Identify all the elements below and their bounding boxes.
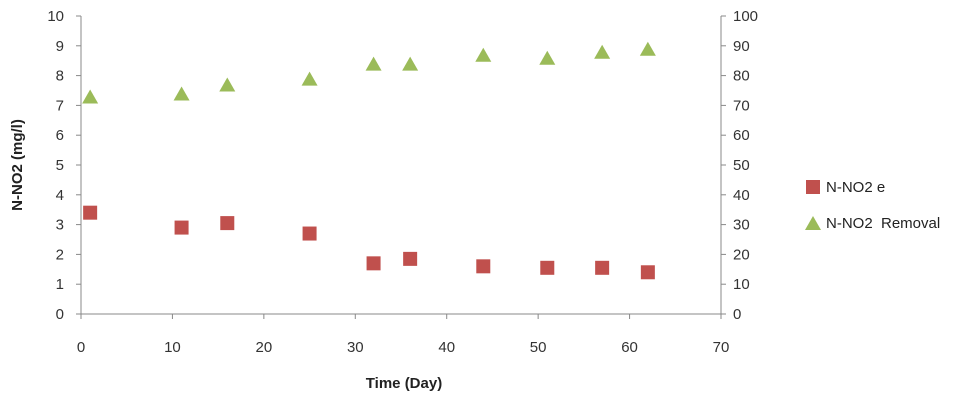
x-tick-label: 30	[347, 339, 364, 356]
n-no2-e-point	[595, 260, 610, 275]
n-no2-removal-point	[301, 71, 318, 86]
y-tick-label: 7	[56, 97, 64, 114]
y-tick-label: 10	[47, 8, 64, 25]
legend-label: N-NO2 Removal	[826, 215, 940, 232]
n-no2-removal-point	[402, 56, 419, 71]
y2-tick-label: 50	[733, 157, 750, 174]
y-axis-title: N-NO2 (mg/l)	[9, 119, 26, 211]
n-no2-removal-point	[475, 47, 492, 62]
y2-tick-label: 100	[733, 8, 758, 25]
n-no2-e-point	[220, 216, 235, 231]
x-tick-label: 10	[164, 339, 181, 356]
x-tick-label: 20	[256, 339, 273, 356]
n-no2-removal-point	[539, 50, 556, 65]
x-tick-label: 40	[438, 339, 455, 356]
x-tick-label: 50	[530, 339, 547, 356]
x-tick-label: 70	[713, 339, 730, 356]
y-tick-label: 6	[56, 127, 64, 144]
y2-tick-label: 30	[733, 217, 750, 234]
n-no2-removal-point	[365, 56, 382, 71]
y2-tick-label: 20	[733, 246, 750, 263]
x-axis-title: Time (Day)	[366, 375, 442, 392]
n-no2-e-point	[640, 265, 655, 280]
axes	[80, 16, 722, 315]
y-tick-label: 0	[56, 306, 64, 323]
n-no2-removal-point	[639, 41, 656, 56]
x-tick-label: 0	[77, 339, 85, 356]
y2-tick-label: 10	[733, 276, 750, 293]
n-no2-removal-point	[82, 89, 99, 104]
data-marks	[82, 41, 656, 280]
n-no2-e-point	[302, 226, 317, 241]
legend-label: N-NO2 e	[826, 179, 885, 196]
y-tick-label: 5	[56, 157, 64, 174]
n-no2-e-point	[83, 205, 98, 220]
y-tick-label: 8	[56, 68, 64, 85]
y2-tick-label: 40	[733, 187, 750, 204]
y2-tick-label: 0	[733, 306, 741, 323]
y-tick-label: 3	[56, 217, 64, 234]
legend: N-NO2 e N-NO2 Removal	[805, 179, 940, 232]
y-tick-label: 9	[56, 38, 64, 55]
n-no2-e-point	[403, 251, 418, 266]
n-no2-removal-point	[173, 86, 190, 101]
n-no2-e-point	[366, 256, 381, 271]
legend-square-marker	[806, 180, 820, 194]
y2-tick-label: 80	[733, 68, 750, 85]
n-no2-e-point	[174, 220, 189, 235]
y2-tick-label: 90	[733, 38, 750, 55]
n-no2-removal-point	[594, 44, 611, 59]
x-tick-label: 60	[621, 339, 638, 356]
y-tick-label: 1	[56, 276, 64, 293]
y-tick-label: 2	[56, 246, 64, 263]
y-tick-label: 4	[56, 187, 64, 204]
y2-tick-label: 70	[733, 97, 750, 114]
n-no2-e-point	[540, 260, 555, 275]
n-no2-removal-point	[219, 77, 236, 92]
n-no2-e-point	[476, 259, 491, 274]
legend-triangle-marker	[805, 216, 821, 230]
y2-tick-label: 60	[733, 127, 750, 144]
